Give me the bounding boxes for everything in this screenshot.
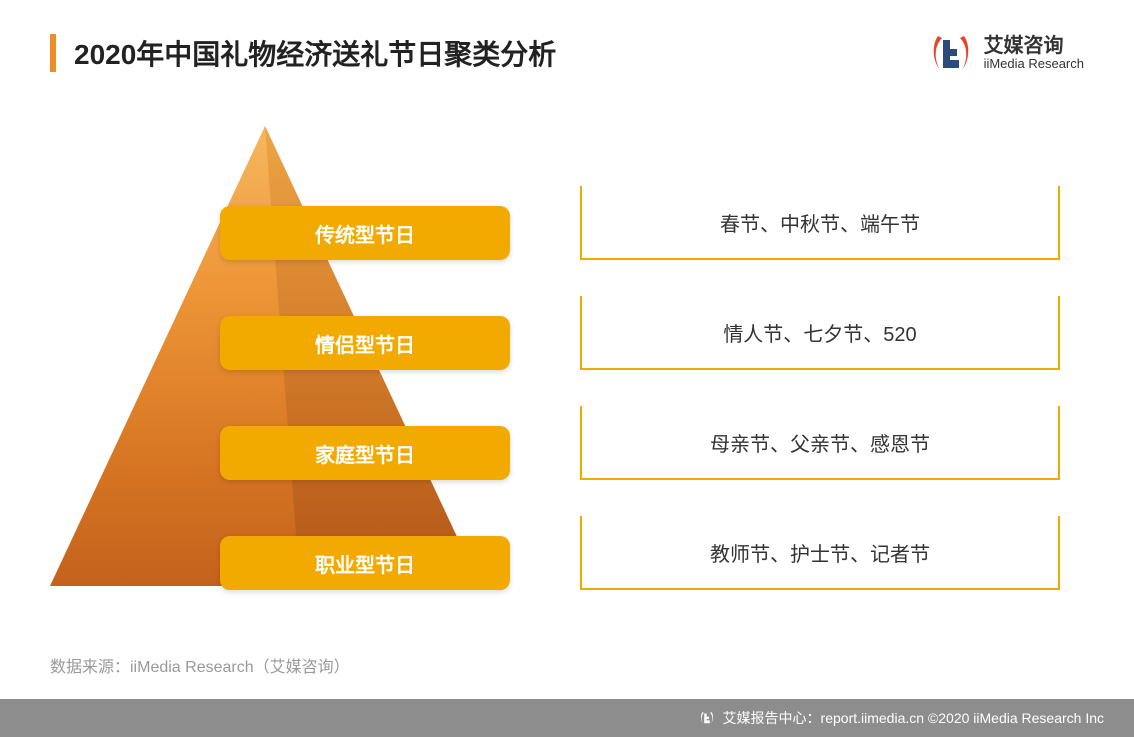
footer-logo-icon [699, 710, 715, 726]
category-label: 传统型节日 [315, 219, 415, 248]
title-accent-bar [50, 34, 56, 72]
examples-text: 情人节、七夕节、520 [723, 318, 916, 347]
category-pill: 传统型节日 [220, 206, 510, 260]
category-label: 情侣型节日 [315, 329, 415, 358]
source-note: 数据来源：iiMedia Research（艾媒咨询） [50, 653, 350, 677]
category-pill: 家庭型节日 [220, 426, 510, 480]
brand-name-en: iiMedia Research [984, 57, 1084, 71]
category-examples: 母亲节、父亲节、感恩节 [580, 406, 1060, 480]
category-pill: 情侣型节日 [220, 316, 510, 370]
examples-text: 母亲节、父亲节、感恩节 [710, 428, 930, 457]
category-examples: 春节、中秋节、端午节 [580, 186, 1060, 260]
category-label: 职业型节日 [315, 549, 415, 578]
footer-text: 艾媒报告中心：report.iimedia.cn ©2020 iiMedia R… [723, 708, 1104, 728]
examples-text: 教师节、护士节、记者节 [710, 538, 930, 567]
brand-logo-icon [928, 30, 974, 76]
brand-name-cn: 艾媒咨询 [984, 35, 1084, 57]
brand-logo: 艾媒咨询 iiMedia Research [928, 30, 1084, 76]
diagram-area: 传统型节日 春节、中秋节、端午节情侣型节日 情人节、七夕节、520 家庭型节日 母亲节、… [50, 126, 1084, 606]
category-label: 家庭型节日 [315, 439, 415, 468]
category-pill: 职业型节日 [220, 536, 510, 590]
footer-bar: 艾媒报告中心：report.iimedia.cn ©2020 iiMedia R… [0, 699, 1134, 737]
category-examples: 情人节、七夕节、520 [580, 296, 1060, 370]
examples-text: 春节、中秋节、端午节 [720, 208, 920, 237]
page-title: 2020年中国礼物经济送礼节日聚类分析 [74, 33, 556, 73]
category-examples: 教师节、护士节、记者节 [580, 516, 1060, 590]
